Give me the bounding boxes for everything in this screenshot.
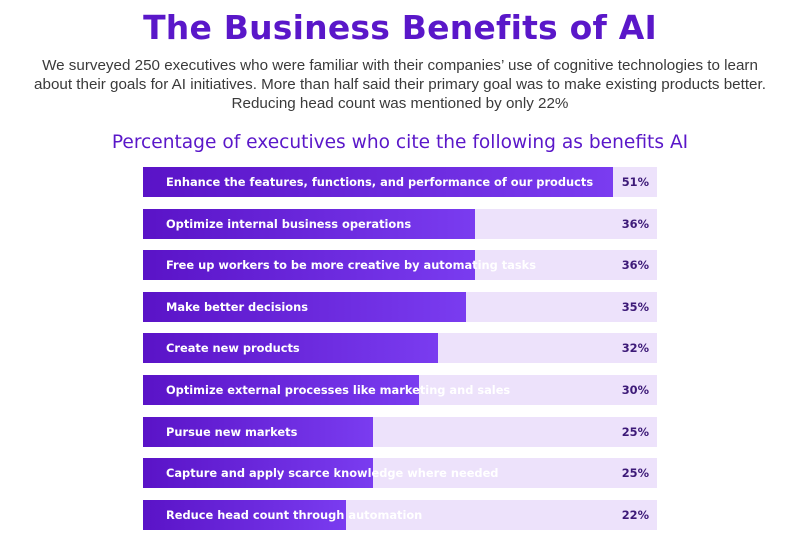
value-label: 35% bbox=[621, 300, 649, 314]
value-label: 32% bbox=[621, 341, 649, 355]
bar-row: Create new products 32% bbox=[143, 333, 657, 363]
value-label: 30% bbox=[621, 383, 649, 397]
value-label: 36% bbox=[621, 258, 649, 272]
bar bbox=[143, 209, 475, 239]
bar-row: Pursue new markets 25% bbox=[143, 417, 657, 447]
page-title: The Business Benefits of AI bbox=[143, 8, 657, 47]
bar bbox=[143, 417, 373, 447]
survey-description: We surveyed 250 executives who were fami… bbox=[34, 57, 766, 112]
bar bbox=[143, 167, 613, 197]
category-label: Optimize internal business operations bbox=[166, 217, 412, 231]
bar-row: Free up workers to be more creative by a… bbox=[143, 250, 657, 280]
category-label: Make better decisions bbox=[166, 300, 308, 314]
chart-title: Percentage of executives who cite the fo… bbox=[111, 132, 689, 153]
bar bbox=[143, 333, 438, 363]
bar-row: Reduce head count through automation 22% bbox=[143, 500, 657, 530]
bar-row: Make better decisions 35% bbox=[143, 292, 657, 322]
value-label: 36% bbox=[621, 217, 649, 231]
value-label: 22% bbox=[621, 508, 649, 522]
value-label: 25% bbox=[621, 466, 649, 480]
bar-row: Optimize external processes like marketi… bbox=[143, 375, 657, 405]
category-label: Capture and apply scarce knowledge where… bbox=[166, 466, 499, 480]
bar-row: Optimize internal business operations 36% bbox=[143, 209, 657, 239]
bar bbox=[143, 375, 419, 405]
bar bbox=[143, 250, 475, 280]
value-label: 25% bbox=[621, 425, 649, 439]
value-label: 51% bbox=[621, 175, 649, 189]
category-label: Enhance the features, functions, and per… bbox=[166, 175, 594, 189]
category-label: Pursue new markets bbox=[166, 425, 298, 439]
bar bbox=[143, 500, 346, 530]
bar bbox=[143, 292, 466, 322]
category-label: Reduce head count through automation bbox=[166, 508, 423, 522]
bar-row: Capture and apply scarce knowledge where… bbox=[143, 458, 657, 488]
category-label: Optimize external processes like marketi… bbox=[166, 383, 511, 397]
bar bbox=[143, 458, 373, 488]
category-label: Free up workers to be more creative by a… bbox=[166, 258, 536, 272]
category-label: Create new products bbox=[166, 341, 300, 355]
bar-row: Enhance the features, functions, and per… bbox=[143, 167, 657, 197]
